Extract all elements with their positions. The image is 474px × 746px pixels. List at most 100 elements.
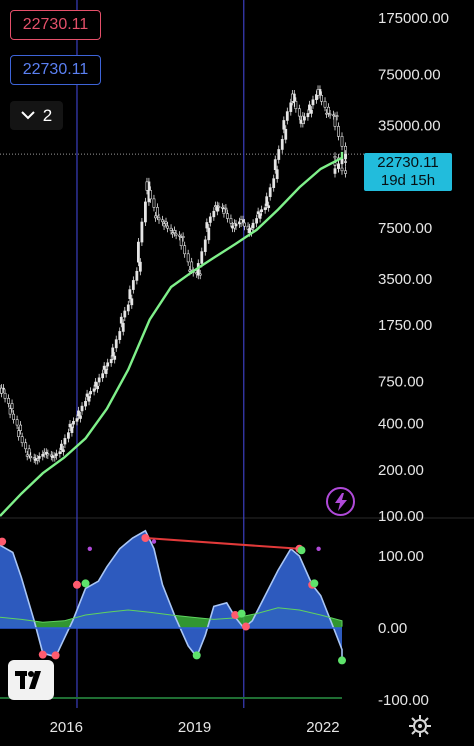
candle xyxy=(10,403,14,409)
candle xyxy=(190,261,194,271)
gear-icon[interactable] xyxy=(408,714,432,738)
candle xyxy=(179,237,183,247)
candle xyxy=(290,93,294,102)
candle xyxy=(109,359,113,364)
candle xyxy=(24,442,28,450)
candle xyxy=(152,198,156,208)
y-axis-tick-label: 7500.00 xyxy=(378,220,432,237)
candle xyxy=(267,205,271,208)
candle xyxy=(164,221,168,225)
candle xyxy=(20,436,24,444)
lightning-icon[interactable] xyxy=(326,487,355,516)
signal-marker-green xyxy=(310,579,319,588)
chevron-down-icon xyxy=(21,111,35,120)
candle xyxy=(75,418,79,422)
candle xyxy=(60,443,63,451)
candle xyxy=(51,455,55,458)
x-axis-tick-label: 2022 xyxy=(306,719,339,736)
candle xyxy=(303,116,306,121)
candle xyxy=(263,207,267,210)
candle xyxy=(162,223,166,227)
candle xyxy=(46,453,50,456)
candle xyxy=(285,111,289,121)
candle xyxy=(113,355,117,360)
candle xyxy=(123,310,127,318)
candle xyxy=(128,289,132,300)
candle xyxy=(200,251,204,264)
candle xyxy=(80,405,84,412)
candle xyxy=(7,398,10,404)
candle xyxy=(310,109,313,114)
candle xyxy=(61,449,65,453)
signal-marker-red xyxy=(141,534,150,542)
signal-marker-red xyxy=(38,650,47,659)
indicators-collapse-button[interactable]: 2 xyxy=(10,101,63,130)
candle xyxy=(8,408,12,415)
candle xyxy=(325,112,328,115)
candle xyxy=(265,196,269,206)
candle xyxy=(260,209,264,212)
signal-marker-purple xyxy=(151,539,157,544)
candle xyxy=(186,253,190,263)
candle xyxy=(297,108,301,117)
last-price-label: 22730.11 19d 15h xyxy=(364,153,452,191)
candle xyxy=(92,388,96,392)
candle xyxy=(306,113,310,118)
osc-y-axis-tick-label: 100.00 xyxy=(378,548,424,565)
signal-marker-red xyxy=(72,580,81,589)
candle xyxy=(145,181,149,191)
price-tag-red[interactable]: 22730.11 xyxy=(10,10,101,40)
candle xyxy=(34,458,38,461)
price-tag-blue[interactable]: 22730.11 xyxy=(10,55,101,85)
signal-marker-green xyxy=(297,546,306,555)
candle xyxy=(222,208,226,214)
candle xyxy=(207,227,211,241)
candle xyxy=(144,201,147,223)
candle xyxy=(102,365,106,370)
divergence-line xyxy=(145,537,300,550)
candle xyxy=(344,153,347,160)
candle xyxy=(268,187,272,197)
candle xyxy=(299,119,303,124)
candle xyxy=(70,426,74,433)
candle xyxy=(37,456,41,459)
candle xyxy=(328,113,332,116)
candle xyxy=(255,218,258,224)
candle xyxy=(183,245,187,255)
candle xyxy=(308,104,311,111)
candle xyxy=(323,100,327,108)
candle xyxy=(126,304,130,312)
candle xyxy=(315,94,318,101)
candle xyxy=(327,106,330,114)
y-axis-tick-label: 3500.00 xyxy=(378,271,432,288)
candle xyxy=(97,377,101,383)
signal-marker-red xyxy=(51,651,60,660)
candle xyxy=(181,236,185,238)
candle xyxy=(275,169,279,179)
candle xyxy=(212,210,216,218)
y-axis-tick-label: 1750.00 xyxy=(378,317,432,334)
bar-countdown: 19d 15h xyxy=(380,172,436,189)
candle xyxy=(258,213,262,219)
candle xyxy=(12,413,16,420)
candle xyxy=(224,207,228,210)
signal-marker-green xyxy=(81,579,90,588)
candle xyxy=(157,217,161,221)
signal-marker-purple xyxy=(87,546,93,551)
candle xyxy=(173,230,176,233)
y-axis-tick-label: 200.00 xyxy=(378,462,424,479)
candle xyxy=(333,155,337,159)
candle xyxy=(0,387,3,394)
y-axis-tick-label: 175000.00 xyxy=(378,10,449,27)
candle xyxy=(239,219,243,224)
candle xyxy=(3,392,7,399)
candle xyxy=(130,298,134,306)
candle xyxy=(111,347,115,357)
candle xyxy=(58,451,62,454)
candle xyxy=(42,451,46,454)
tradingview-logo[interactable] xyxy=(8,660,54,700)
candle xyxy=(188,269,192,272)
candle xyxy=(272,178,276,188)
